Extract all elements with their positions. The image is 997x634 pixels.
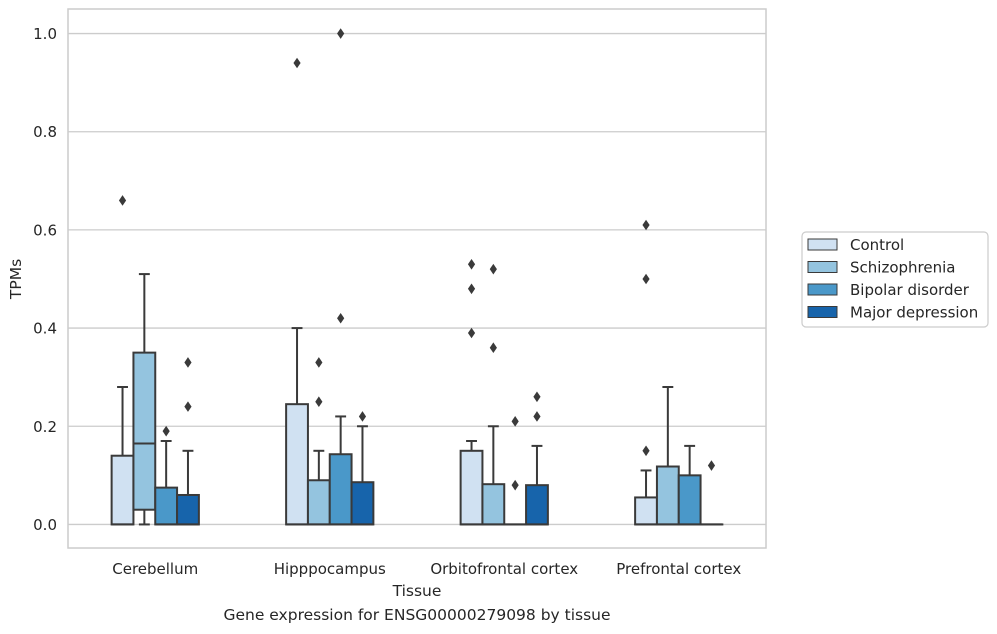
x-axis-label: Tissue (392, 582, 442, 600)
box-group (481, 263, 506, 526)
outlier-point (337, 312, 345, 324)
axis-ticks: 0.0 0.2 0.4 0.6 0.8 1.0 Cerebellum Hipppocampus… (33, 25, 741, 578)
box (132, 351, 157, 511)
box-group (110, 195, 135, 526)
outlier-point (162, 425, 170, 437)
outlier-point (315, 357, 323, 368)
box (154, 486, 179, 526)
outlier-point (489, 342, 497, 354)
outlier-point (707, 460, 716, 471)
box-group (132, 273, 157, 526)
box (634, 496, 658, 526)
legend-label: Schizophrenia (850, 259, 955, 277)
outlier-point (511, 479, 519, 491)
legend-swatch (807, 261, 838, 273)
outlier-point (315, 396, 323, 408)
chart-caption: Gene expression for ENSG00000279098 by t… (223, 606, 611, 624)
outlier-point (337, 28, 345, 39)
legend-swatch (807, 238, 838, 251)
box (328, 453, 353, 526)
outlier-point (642, 273, 650, 285)
box (110, 454, 135, 526)
outlier-point (184, 357, 192, 368)
box-group (285, 57, 309, 526)
box-group (306, 357, 331, 526)
legend-label: Major depression (850, 304, 978, 322)
box-group (459, 258, 484, 526)
outlier-point (358, 411, 367, 422)
box (176, 493, 200, 526)
x-tick-label: Prefrontal cortex (616, 560, 741, 578)
box (306, 479, 331, 526)
legend-swatch (807, 283, 838, 296)
y-tick-label: 1.0 (33, 25, 57, 43)
box-group (503, 416, 528, 526)
outlier-point (293, 57, 301, 69)
y-tick-label: 0.0 (33, 516, 57, 534)
box (655, 465, 680, 526)
outlier-point (467, 258, 476, 270)
legend-label: Bipolar disorder (850, 281, 970, 299)
legend-swatch (807, 306, 838, 318)
grid-lines (68, 32, 766, 526)
box (525, 484, 549, 526)
legend-frame (801, 231, 989, 328)
box (459, 449, 484, 526)
outlier-point (118, 195, 127, 206)
y-tick-label: 0.8 (33, 123, 57, 141)
outlier-point (533, 391, 541, 403)
outlier-point (642, 445, 650, 457)
box (350, 481, 375, 526)
box-group (634, 219, 658, 526)
outlier-point (511, 416, 519, 427)
outlier-point (184, 401, 192, 412)
y-tick-label: 0.6 (33, 221, 57, 239)
box (285, 403, 309, 526)
box-group (525, 391, 549, 526)
box-group (328, 28, 353, 526)
box-group (176, 357, 200, 526)
outlier-point (467, 283, 476, 295)
outlier-point (533, 411, 541, 422)
box-group (154, 425, 179, 526)
y-tick-label: 0.2 (33, 418, 57, 436)
box-plot-series (110, 28, 724, 526)
box-group (655, 385, 680, 526)
box-group (350, 411, 375, 526)
box-group (677, 444, 702, 526)
x-tick-label: Cerebellum (112, 560, 198, 578)
y-tick-label: 0.4 (33, 320, 57, 338)
y-axis-label: TPMs (7, 259, 25, 300)
legend-label: Control (850, 236, 904, 254)
x-tick-label: Hipppocampus (274, 560, 386, 578)
box (481, 483, 506, 526)
outlier-point (642, 219, 650, 231)
outlier-point (489, 263, 497, 275)
legend: Control Schizophrenia Bipolar disorder Majo… (801, 231, 989, 328)
outlier-point (467, 327, 476, 339)
box (677, 474, 702, 526)
box-group (699, 460, 724, 526)
plot-area-frame (67, 8, 767, 549)
x-tick-label: Orbitofrontal cortex (430, 560, 578, 578)
